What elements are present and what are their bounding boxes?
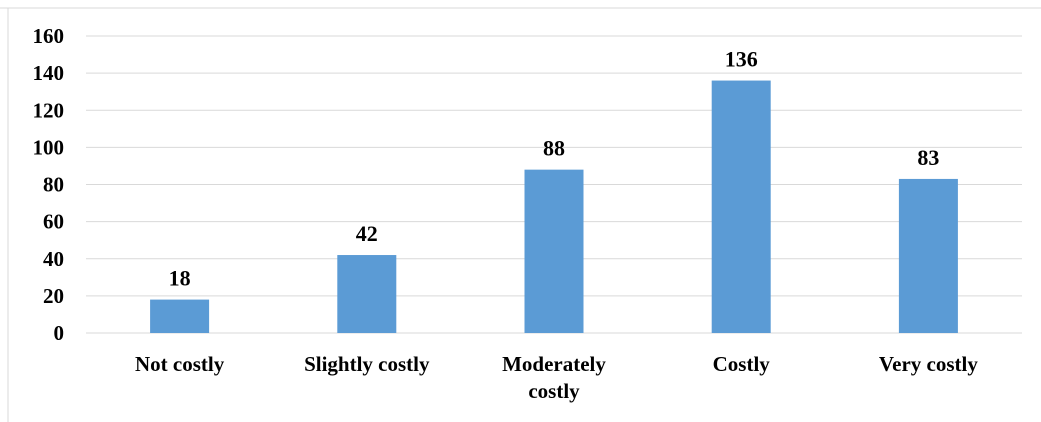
y-tick-label: 140 (33, 61, 65, 85)
data-label: 88 (543, 136, 565, 161)
y-tick-label: 60 (43, 210, 64, 234)
y-tick-label: 80 (43, 173, 64, 197)
category-label: Very costly (879, 352, 978, 376)
y-tick-label: 0 (54, 321, 65, 345)
x-axis-categories: Not costly Slightly costly Moderately costl… (135, 352, 978, 403)
bar-4 (898, 178, 958, 333)
y-tick-label: 100 (33, 135, 65, 159)
bar-1 (337, 255, 397, 333)
data-labels: 18 42 88 136 83 (169, 47, 940, 291)
bar-2 (524, 169, 584, 333)
data-label: 83 (917, 145, 939, 170)
category-label: Not costly (135, 352, 225, 376)
y-tick-label: 40 (43, 247, 64, 271)
category-label: Slightly costly (304, 352, 430, 376)
y-tick-label: 160 (33, 24, 65, 48)
bar-3 (711, 80, 771, 333)
y-tick-label: 120 (33, 98, 65, 122)
y-axis-ticks: 0 20 40 60 80 100 120 140 160 (33, 24, 65, 345)
bars (150, 80, 958, 333)
category-label: Moderately (502, 352, 606, 376)
category-label: costly (528, 379, 580, 403)
data-label: 136 (725, 47, 758, 72)
category-label: Costly (713, 352, 771, 376)
data-label: 42 (356, 221, 378, 246)
data-label: 18 (169, 266, 191, 291)
bar-0 (150, 299, 210, 333)
y-tick-label: 20 (43, 284, 64, 308)
